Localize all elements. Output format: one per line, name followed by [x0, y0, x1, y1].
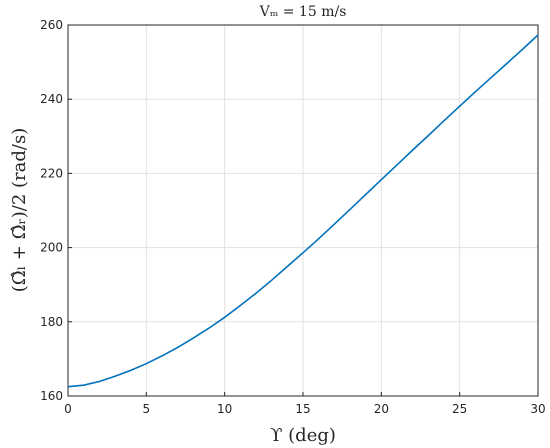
y-tick-label: 200 [40, 241, 63, 255]
axis-ticks: 0 5 10 15 20 25 30 160 180 200 220 240 260 [40, 18, 546, 416]
y-tick-label: 260 [40, 18, 63, 32]
x-tick-label: 15 [295, 402, 310, 416]
grid-lines [67, 24, 539, 397]
y-tick-label: 160 [40, 389, 63, 403]
chart-title: Vₘ = 15 m/s [259, 4, 347, 20]
series-line [67, 34, 539, 388]
y-tick-label: 220 [40, 166, 63, 180]
x-tick-label: 25 [452, 402, 467, 416]
x-tick-label: 0 [64, 402, 72, 416]
x-tick-label: 5 [143, 402, 151, 416]
y-tick-label: 240 [40, 92, 63, 106]
x-tick-label: 20 [374, 402, 389, 416]
x-tick-label: 30 [530, 402, 545, 416]
x-axis-label: ϒ (deg) [270, 425, 336, 446]
y-tick-label: 180 [40, 315, 63, 329]
x-tick-label: 10 [217, 402, 232, 416]
y-axis-label: (Ω̂ₗ + Ω̂ᵣ)/2 (rad/s) [9, 128, 30, 292]
